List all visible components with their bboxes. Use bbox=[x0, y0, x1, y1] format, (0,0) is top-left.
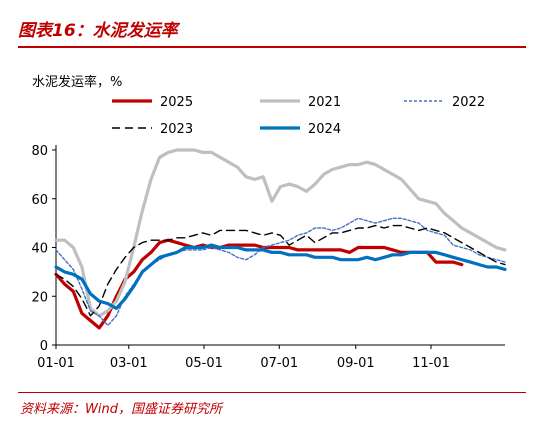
series-layer bbox=[54, 148, 507, 330]
x-tick-label: 01-01 bbox=[37, 356, 75, 371]
y-tick-label: 20 bbox=[31, 290, 48, 305]
x-tick-label: 09-01 bbox=[337, 356, 375, 371]
figure-title: 图表16：水泥发运率 bbox=[18, 21, 178, 41]
legend-label-2022: 2022 bbox=[452, 95, 485, 110]
y-tick-label: 40 bbox=[31, 242, 48, 257]
legend-label-2025: 2025 bbox=[160, 95, 193, 110]
y-tick-label: 0 bbox=[40, 339, 48, 354]
series-line-2023 bbox=[55, 224, 506, 317]
header-rule bbox=[18, 46, 526, 48]
x-tick-label: 07-01 bbox=[260, 356, 298, 371]
y-tick-label: 80 bbox=[31, 144, 48, 159]
series-line-2024 bbox=[54, 243, 507, 310]
legend-label-2021: 2021 bbox=[308, 95, 341, 110]
legend-label-2024: 2024 bbox=[308, 122, 341, 137]
series-line-2021 bbox=[54, 148, 507, 318]
source-note: 资料来源：Wind，国盛证券研究所 bbox=[20, 402, 222, 417]
legend-label-2023: 2023 bbox=[160, 122, 193, 137]
x-tick-label: 11-01 bbox=[412, 356, 450, 371]
series-line-2022 bbox=[55, 217, 506, 327]
footer-rule bbox=[18, 392, 526, 393]
axes: 0 20 40 60 80 01-01 03-01 05-01 07-01 09-01 11-01 bbox=[31, 144, 505, 371]
x-tick-label: 05-01 bbox=[185, 356, 223, 371]
x-tick-label: 03-01 bbox=[110, 356, 148, 371]
legend: 2025 2021 2022 2023 2024 bbox=[112, 95, 485, 137]
y-axis-label: 水泥发运率，% bbox=[32, 74, 122, 90]
y-tick-label: 60 bbox=[31, 193, 48, 208]
